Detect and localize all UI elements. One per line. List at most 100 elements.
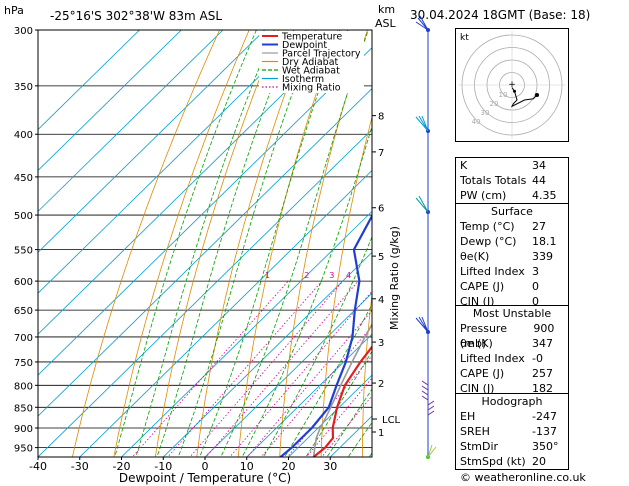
isotherm bbox=[38, 30, 182, 172]
km-tick-label: 6 bbox=[378, 204, 384, 215]
surface-row: Dewp (°C) 18.1 bbox=[460, 235, 557, 248]
wet-adiabat bbox=[262, 235, 372, 457]
pressure-tick-label: 600 bbox=[14, 277, 33, 288]
hodograph-storm-dot bbox=[513, 89, 516, 93]
mixing-ratio-label: 2 bbox=[304, 271, 309, 280]
wind-barb bbox=[415, 115, 429, 132]
mixing-ratio-line bbox=[229, 290, 372, 457]
mixing-ratio-line bbox=[260, 325, 372, 457]
x-axis-title: Dewpoint / Temperature (°C) bbox=[119, 471, 291, 485]
dry-adiabat bbox=[320, 115, 372, 457]
index-row: Totals Totals 44 bbox=[460, 174, 546, 187]
mixing-ratio-line bbox=[131, 280, 289, 457]
axes: 3003504004505005506006507007508008509009… bbox=[14, 26, 401, 473]
hodograph-ring-label: 30 bbox=[481, 109, 490, 117]
wet-adiabat bbox=[156, 30, 295, 457]
mu-row: CIN (J) 182 bbox=[460, 382, 553, 395]
mixing-ratio-label: 6 bbox=[373, 271, 378, 280]
mu-row: CAPE (J) 257 bbox=[460, 367, 553, 380]
pressure-tick-label: 300 bbox=[14, 26, 33, 37]
isotherm bbox=[246, 333, 372, 457]
profiles bbox=[279, 210, 372, 457]
temperature-tick-label: -40 bbox=[29, 460, 47, 473]
legend-label: Dewpoint bbox=[282, 40, 327, 51]
datetime-title: 30.04.2024 18GMT (Base: 18) bbox=[410, 8, 590, 22]
hodograph-unit-label: kt bbox=[460, 33, 469, 43]
hodograph-ring-label: 10 bbox=[499, 91, 508, 99]
wet-adiabat bbox=[241, 124, 372, 457]
wind-barb bbox=[415, 195, 429, 213]
wet-adiabat bbox=[177, 30, 316, 457]
isotherm bbox=[38, 30, 141, 131]
wind-profile bbox=[415, 15, 437, 459]
parcel-trajectory-line bbox=[312, 322, 372, 457]
surface-row: CAPE (J) 0 bbox=[460, 280, 539, 293]
hodo-row: StmSpd (kt) 20 bbox=[460, 455, 546, 468]
pressure-tick-label: 700 bbox=[14, 333, 33, 344]
temperature-line bbox=[312, 345, 372, 457]
dry-adiabat bbox=[154, 30, 280, 457]
pressure-tick-label: 900 bbox=[14, 424, 33, 435]
legend-label: Temperature bbox=[281, 32, 342, 43]
dry-adiabat bbox=[279, 30, 368, 457]
dewpoint-line bbox=[279, 210, 372, 457]
km-tick-label: 4 bbox=[378, 295, 384, 306]
surface-title: Surface bbox=[491, 205, 533, 218]
mixing-ratio-label: 15 bbox=[427, 271, 437, 280]
wet-adiabat bbox=[135, 30, 275, 457]
hodograph-table: Hodograph EH -247 SREH -137 StmDir 350° Stm… bbox=[455, 393, 569, 470]
hodograph-ring-label: 20 bbox=[490, 100, 499, 108]
km-tick-label: 7 bbox=[378, 148, 384, 159]
isotherm bbox=[38, 47, 372, 376]
pressure-tick-label: 950 bbox=[14, 444, 33, 455]
pressure-tick-label: 750 bbox=[14, 358, 33, 369]
most-unstable-title: Most Unstable bbox=[472, 307, 552, 320]
temperature-tick-label: -10 bbox=[154, 460, 172, 473]
mixing-ratio-label: 3 bbox=[329, 271, 334, 280]
hodo-row: StmDir 350° bbox=[460, 440, 559, 453]
hodograph-center-mark: + bbox=[508, 80, 516, 90]
wet-adiabat bbox=[114, 30, 257, 457]
legend-label: Dry Adiabat bbox=[282, 57, 339, 68]
km-tick-label: 1 bbox=[378, 428, 384, 439]
isotherm bbox=[38, 128, 372, 457]
temperature-tick-label: -30 bbox=[71, 460, 89, 473]
isotherm bbox=[38, 30, 224, 212]
location-title: -25°16'S 302°38'W 83m ASL bbox=[50, 9, 222, 23]
temperature-tick-label: 30 bbox=[323, 460, 337, 473]
pressure-tick-label: 550 bbox=[14, 246, 33, 257]
hodograph-trace bbox=[510, 87, 538, 108]
hodo-row: SREH -137 bbox=[460, 425, 557, 438]
km-tick-label: 8 bbox=[378, 112, 384, 123]
most-unstable-table: Most Unstable Pressure (mb) 900 θe (K) 347… bbox=[455, 305, 569, 397]
isotherm bbox=[38, 88, 372, 417]
legend-label: Parcel Trajectory bbox=[282, 49, 361, 60]
mixing-ratio-label: 10 bbox=[403, 271, 413, 280]
dry-adiabat bbox=[113, 30, 250, 457]
mixing-ratio-line bbox=[246, 309, 372, 457]
temperature-tick-label: -20 bbox=[113, 460, 131, 473]
pressure-tick-label: 350 bbox=[14, 82, 33, 93]
hodo-row: EH -247 bbox=[460, 410, 557, 423]
km-tick-label: 5 bbox=[378, 252, 384, 263]
mu-row: θe (K) 347 bbox=[460, 337, 553, 350]
index-row: PW (cm) 4.35 bbox=[460, 189, 557, 202]
indices-top-table: K 34 Totals Totals 44 PW (cm) 4.35 bbox=[455, 157, 569, 204]
wind-barb bbox=[427, 444, 437, 458]
pressure-tick-label: 400 bbox=[14, 130, 33, 141]
height-unit-asl-label: ASL bbox=[375, 17, 397, 30]
isotherm bbox=[162, 251, 372, 457]
mixing-ratio-label: 4 bbox=[346, 271, 351, 280]
mu-row: Pressure (mb) 900 bbox=[460, 322, 555, 350]
footer-credit: © weatheronline.co.uk bbox=[460, 471, 586, 484]
km-tick-label: 3 bbox=[378, 338, 384, 349]
dry-adiabat bbox=[589, 0, 616, 466]
wind-barb bbox=[415, 15, 429, 31]
mixing-ratio-line bbox=[286, 355, 372, 457]
pressure-unit-label: hPa bbox=[4, 4, 24, 17]
mixing-ratio-line bbox=[205, 280, 359, 457]
surface-row: Temp (°C) 27 bbox=[460, 220, 546, 233]
wet-adiabat bbox=[220, 30, 369, 457]
dry-adiabat bbox=[623, 0, 629, 466]
